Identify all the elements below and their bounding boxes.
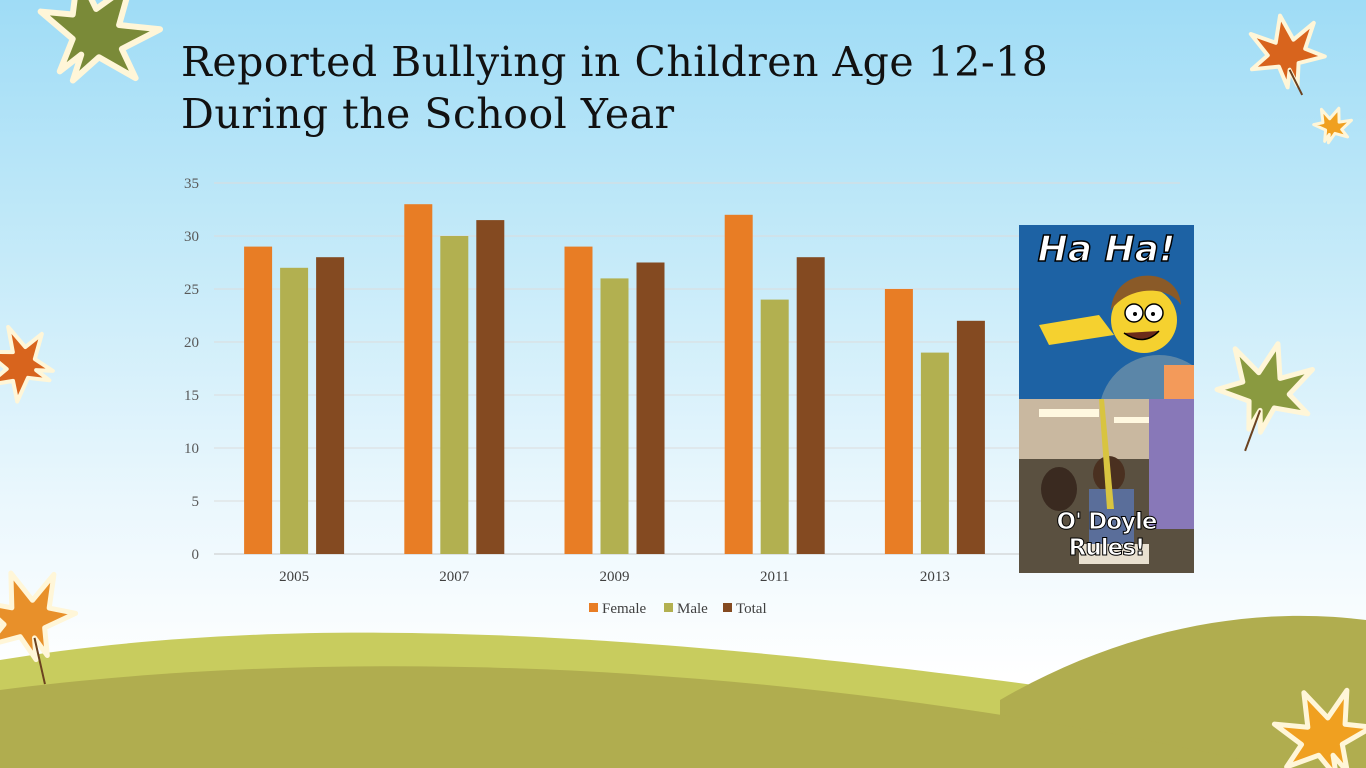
x-tick-label: 2013 <box>920 569 950 585</box>
y-tick-label: 30 <box>184 229 199 245</box>
y-tick-label: 35 <box>184 176 199 192</box>
hill-front <box>0 666 1280 768</box>
bar-female-2011 <box>724 214 753 555</box>
bar-female-2005 <box>244 246 273 554</box>
bars <box>244 204 985 555</box>
bar-total-2013 <box>956 320 985 554</box>
x-tick-label: 2011 <box>760 569 789 585</box>
y-tick-label: 5 <box>192 494 200 510</box>
legend-swatch <box>723 603 732 612</box>
bar-total-2007 <box>476 220 505 554</box>
leaf-icon-bottom-left <box>0 570 79 685</box>
y-tick-label: 10 <box>184 441 199 457</box>
y-tick-label: 15 <box>184 388 199 404</box>
bar-male-2013 <box>920 352 949 554</box>
meme-image-odoyle-rules: O' Doyle Rules! <box>1019 399 1194 573</box>
legend-label: Male <box>677 601 708 617</box>
x-axis-ticks: 2005 2007 2009 2011 2013 <box>279 569 950 585</box>
leaf-icon-top-right <box>1248 13 1327 96</box>
legend: Female Male Total <box>589 601 767 617</box>
leaf-icon-bottom-right <box>1271 687 1366 768</box>
meme-caption-bottom: O' Doyle Rules! <box>1056 509 1158 562</box>
bar-total-2011 <box>796 257 825 554</box>
leaf-icon-right-middle <box>1214 341 1315 452</box>
leaf-icon-top-right-small <box>1312 106 1353 145</box>
x-tick-label: 2009 <box>600 569 630 585</box>
bar-female-2013 <box>884 289 913 554</box>
bar-male-2005 <box>280 267 309 554</box>
x-tick-label: 2005 <box>279 569 309 585</box>
y-tick-label: 25 <box>184 282 199 298</box>
legend-label: Total <box>736 601 767 617</box>
x-tick-label: 2007 <box>439 569 470 585</box>
y-axis-ticks: 0 5 10 15 20 25 30 35 <box>184 176 199 563</box>
bar-female-2009 <box>564 246 593 554</box>
meme-image-ha-ha: Ha Ha! <box>1019 225 1194 399</box>
bar-total-2005 <box>316 257 345 554</box>
cartoon-bully-icon <box>1039 275 1194 399</box>
slide-title: Reported Bullying in Children Age 12-18 … <box>181 38 1049 138</box>
hill-right <box>1000 615 1366 768</box>
bar-male-2007 <box>440 236 469 554</box>
legend-swatch <box>664 603 673 612</box>
y-tick-label: 0 <box>192 547 200 563</box>
bar-male-2011 <box>760 299 789 554</box>
y-tick-label: 20 <box>184 335 199 351</box>
legend-label: Female <box>602 601 646 617</box>
classroom-photo-icon <box>1019 399 1194 573</box>
bar-female-2007 <box>404 204 433 554</box>
bar-male-2009 <box>600 278 629 554</box>
leaf-icon-left-middle <box>0 324 55 404</box>
legend-swatch <box>589 603 598 612</box>
bar-total-2009 <box>636 262 665 554</box>
meme-caption-top: Ha Ha! <box>1037 228 1176 271</box>
leaf-icon-top-left <box>37 0 164 84</box>
